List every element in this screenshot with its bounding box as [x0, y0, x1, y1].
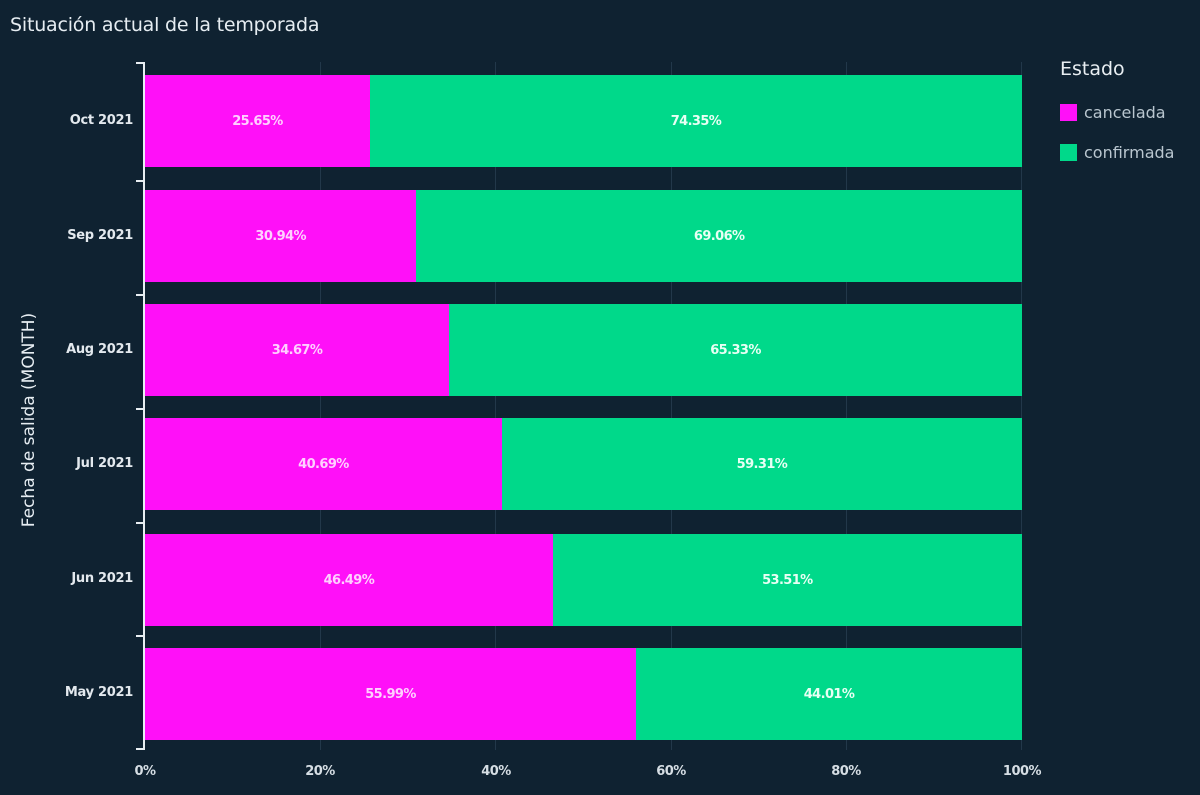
y-tick-label: Jun 2021 — [71, 571, 133, 586]
bar-row-sep-2021[interactable]: 30.94% 69.06% — [145, 190, 1022, 282]
bar-segment-confirmada[interactable]: 59.31% — [501, 418, 1022, 510]
bar-segment-cancelada[interactable]: 46.49% — [145, 534, 553, 626]
bar-segment-confirmada[interactable]: 53.51% — [552, 534, 1022, 626]
y-axis-line — [143, 62, 145, 750]
x-tick-label: 0% — [134, 764, 156, 779]
bar-segment-cancelada[interactable]: 55.99% — [145, 648, 637, 740]
x-tick-label: 40% — [481, 764, 511, 779]
data-label: 34.67% — [271, 342, 323, 358]
y-tick-label: Sep 2021 — [67, 228, 133, 243]
legend-swatch-icon — [1060, 103, 1077, 121]
bar-segment-confirmada[interactable]: 65.33% — [449, 304, 1022, 396]
legend-title: Estado — [1060, 58, 1125, 80]
chart-title: Situación actual de la temporada — [10, 14, 320, 36]
y-tick-label: Oct 2021 — [69, 113, 134, 128]
data-label: 59.31% — [736, 456, 788, 472]
bar-segment-cancelada[interactable]: 40.69% — [145, 418, 502, 510]
gridline-40 — [495, 62, 496, 750]
y-tick — [136, 635, 144, 637]
bar-segment-confirmada[interactable]: 74.35% — [369, 75, 1022, 167]
bar-row-jun-2021[interactable]: 46.49% 53.51% — [145, 534, 1022, 626]
y-tick — [136, 180, 144, 182]
data-label: 44.01% — [803, 686, 855, 702]
bar-segment-confirmada[interactable]: 69.06% — [416, 190, 1022, 282]
legend-item-confirmada[interactable]: confirmada — [1060, 142, 1174, 162]
bar-segment-cancelada[interactable]: 25.65% — [145, 75, 370, 167]
data-label: 30.94% — [255, 228, 306, 244]
gridline-80 — [846, 62, 847, 750]
data-label: 74.35% — [670, 113, 722, 129]
x-tick-label: 80% — [831, 764, 861, 779]
y-tick — [136, 294, 144, 296]
y-tick — [136, 62, 144, 64]
legend: Estado cancelada confirmada — [1060, 58, 1174, 182]
y-tick-label: Jul 2021 — [76, 456, 133, 471]
y-tick-label: Aug 2021 — [66, 342, 133, 357]
legend-label: confirmada — [1084, 142, 1175, 162]
data-label: 65.33% — [710, 342, 761, 358]
y-tick — [136, 748, 144, 750]
plot-area: 25.65% 74.35% 30.94% 69.06% 34.67% 65.33… — [136, 62, 1022, 750]
data-label: 25.65% — [232, 113, 283, 129]
bar-row-may-2021[interactable]: 55.99% 44.01% — [145, 648, 1022, 740]
bar-row-oct-2021[interactable]: 25.65% 74.35% — [145, 75, 1022, 167]
data-label: 46.49% — [323, 572, 375, 588]
gridline-100 — [1021, 62, 1022, 750]
legend-item-cancelada[interactable]: cancelada — [1060, 102, 1174, 122]
y-tick — [136, 408, 144, 410]
bar-segment-cancelada[interactable]: 34.67% — [145, 304, 450, 396]
x-tick-label: 20% — [305, 764, 335, 779]
y-tick-label: May 2021 — [64, 685, 133, 700]
x-tick-label: 100% — [1002, 764, 1042, 779]
bar-segment-confirmada[interactable]: 44.01% — [636, 648, 1022, 740]
x-tick-label: 60% — [656, 764, 686, 779]
data-label: 40.69% — [298, 456, 349, 472]
bar-row-aug-2021[interactable]: 34.67% 65.33% — [145, 304, 1022, 396]
legend-swatch-icon — [1060, 143, 1077, 161]
y-tick — [136, 522, 144, 524]
bar-row-jul-2021[interactable]: 40.69% 59.31% — [145, 418, 1022, 510]
data-label: 55.99% — [365, 686, 416, 702]
bar-segment-cancelada[interactable]: 30.94% — [145, 190, 417, 282]
legend-label: cancelada — [1084, 102, 1166, 122]
data-label: 53.51% — [762, 572, 813, 588]
data-label: 69.06% — [693, 228, 745, 244]
gridline-60 — [671, 62, 672, 750]
gridline-20 — [320, 62, 321, 750]
